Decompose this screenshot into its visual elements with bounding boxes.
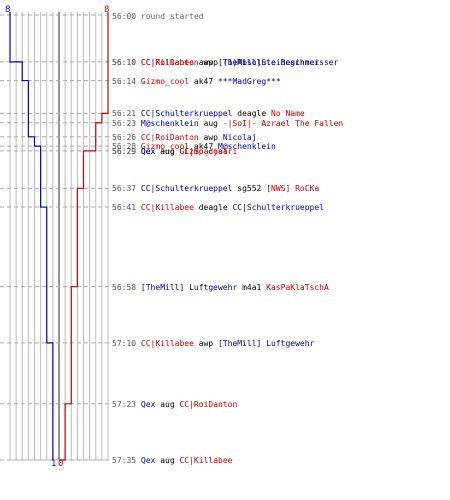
kill-event-row: 56:10 CC|Killabee awp [TheMill]Steinesch…: [112, 58, 338, 67]
weapon-name: m4a1: [242, 282, 262, 292]
kill-event-row: 56:21 CC|Schulterkrueppel deagle No Name: [112, 109, 305, 118]
weapon-name: awp: [198, 57, 214, 67]
red-team-start-count: 8: [104, 5, 110, 15]
victim-name: CC|Killabee: [179, 456, 233, 465]
round-started-label: round started: [140, 12, 204, 21]
victim-name: CC|RoiDanton: [179, 399, 238, 409]
event-time: 56:41: [112, 203, 137, 213]
victim-name: [NWS] RoCKa: [266, 184, 320, 194]
victim-name: CC|Schulterkrueppel: [232, 203, 324, 213]
round-started-time: 56:00: [112, 12, 137, 21]
killer-name: Qex: [140, 399, 156, 409]
event-time: 56:58: [112, 282, 137, 292]
weapon-name: aug: [160, 146, 175, 156]
victim-name: [TheMill]Steineschmeisser: [218, 57, 339, 67]
red-team-end-count: 0: [58, 459, 64, 469]
killer-name: [TheMill] Luftgewehr: [140, 282, 238, 292]
killer-name: Gizmo_cool: [140, 142, 190, 152]
weapon-name: awp: [203, 132, 218, 142]
killer-name: Qex: [140, 146, 156, 156]
kill-event-row: 56:29 Qex aug Gizmo_cool: [112, 147, 228, 156]
killer-name: Qex: [140, 146, 156, 156]
weapon-name: ak47: [193, 142, 214, 152]
event-time: 57:10: [112, 338, 137, 348]
event-time: 56:23: [112, 118, 137, 128]
weapon-name: aug: [160, 399, 175, 409]
victim-name: [TheMill] Luftgewehr: [218, 338, 315, 348]
weapon-name: aug: [203, 118, 218, 128]
weapon-name: deagle: [237, 109, 267, 119]
event-time: 56:29: [112, 146, 137, 156]
killer-name: M@schenklein: [140, 118, 199, 128]
victim-name: No Name: [271, 109, 305, 119]
event-time: 57:23: [112, 399, 137, 409]
kill-event-row: 56:41 CC|Killabee deagle CC|Schulterkrue…: [112, 203, 324, 212]
killer-name: CC|Killabee: [140, 338, 194, 348]
kill-event-row: 56:26 CC|RoiDanton awp Nicolaj: [112, 133, 257, 142]
blue-team-count-line: [9, 12, 54, 460]
victim-name: KasPaKlaTschA: [266, 282, 329, 292]
kill-event-row: 56:37 CC|Schulterkrueppel sg552 [NWS] Ro…: [112, 184, 319, 193]
event-time: 56:10: [112, 57, 137, 67]
victim-name: M@schenklein: [218, 142, 276, 152]
kill-event-row: 56:23 M@schenklein aug -|SoI|- Azrael Th…: [112, 119, 343, 128]
red-team-count-line: [59, 12, 109, 461]
killer-name: CC|Schulterkrueppel: [140, 184, 233, 194]
kill-event-row: 56:58 [TheMill] Luftgewehr m4a1 KasPaKla…: [112, 283, 329, 292]
killer-name: CC|Killabee: [140, 203, 194, 213]
victim-name: CC|Spadjaari: [179, 146, 238, 156]
event-time: 56:14: [112, 76, 137, 86]
kill-event-row: 57:23 Qex aug CC|RoiDanton: [112, 400, 237, 409]
weapon-name: aug: [160, 456, 175, 465]
kill-event-row: 57:35 Qex aug CC|Killabee: [112, 456, 232, 465]
killer-name: Gizmo_cool: [140, 76, 190, 86]
weapon-name: awp: [203, 57, 218, 67]
event-time: 56:10: [112, 57, 137, 67]
kill-event-row: 56:29 Qex aug CC|Spadjaari: [112, 147, 237, 156]
event-time: 56:26: [112, 132, 137, 142]
weapon-name: deagle: [198, 203, 228, 213]
event-time: 56:37: [112, 184, 137, 194]
victim-name: ***MadGreg***: [218, 76, 281, 86]
event-time: 56:29: [112, 146, 137, 156]
weapon-name: ak47: [193, 76, 214, 86]
killer-name: CC|RoiDanton: [140, 57, 199, 67]
blue-team-end-count: 1: [51, 459, 57, 469]
victim-name: Gizmo_cool: [179, 146, 228, 156]
killer-name: CC|Schulterkrueppel: [140, 109, 233, 119]
kill-event-row: 56:28 Gizmo_cool ak47 M@schenklein: [112, 142, 276, 151]
kill-event-row: 56:14 Gizmo_cool ak47 ***MadGreg***: [112, 77, 281, 86]
blue-team-start-count: 8: [5, 5, 11, 15]
weapon-name: aug: [160, 146, 175, 156]
killer-name: CC|Killabee: [140, 57, 194, 67]
kill-event-row: 56:10 CC|RoiDanton awp (1)Absolute Begin…: [112, 58, 319, 67]
weapon-name: sg552: [237, 184, 262, 194]
victim-name: (1)Absolute Beginner: [222, 57, 320, 67]
event-time: 56:21: [112, 109, 137, 119]
killer-name: CC|RoiDanton: [140, 132, 199, 142]
weapon-name: awp: [198, 338, 214, 348]
event-time: 56:28: [112, 142, 137, 152]
kill-event-row: 57:10 CC|Killabee awp [TheMill] Luftgewe…: [112, 339, 314, 348]
event-time: 57:35: [112, 456, 137, 465]
victim-name: Nicolaj: [222, 132, 257, 142]
round-started-row: 56:00 round started: [112, 12, 204, 21]
victim-name: -|SoI|- Azrael The Fallen: [222, 118, 344, 128]
killer-name: Qex: [140, 456, 156, 465]
